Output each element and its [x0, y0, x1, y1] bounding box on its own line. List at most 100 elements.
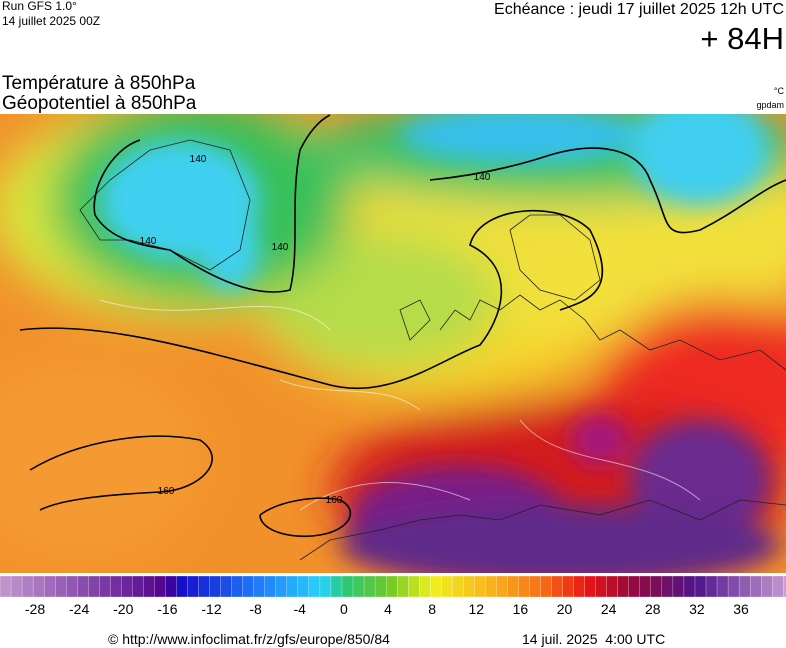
colorbar-tick-label: 4	[384, 601, 392, 617]
colorbar-swatch	[761, 575, 773, 598]
colorbar-swatch	[110, 575, 122, 598]
colorbar-tick-label: 36	[733, 601, 749, 617]
colorbar-tick-label: -12	[201, 601, 221, 617]
run-date: 14 juillet 2025 00Z	[2, 14, 100, 28]
colorbar-swatch	[650, 575, 663, 598]
colorbar-swatch	[341, 575, 354, 598]
colorbar-swatch	[772, 575, 784, 598]
colorbar-swatch	[352, 575, 365, 598]
colorbar-swatch	[661, 575, 674, 598]
colorbar-swatch	[319, 575, 332, 598]
contour-labels: 140 140 140 140 160 160	[140, 154, 491, 506]
colorbar-swatch	[220, 575, 233, 598]
colorbar-swatch	[540, 575, 553, 598]
colorbar-swatch	[198, 575, 211, 598]
unit-geopotential: gpdam	[756, 100, 784, 110]
colorbar-swatch	[66, 575, 78, 598]
colorbar-tick-label: 28	[645, 601, 661, 617]
colorbar-tick-label: -20	[113, 601, 133, 617]
colorbar-swatch	[628, 575, 641, 598]
colorbar-swatch	[396, 575, 409, 598]
colorbar-swatch	[154, 575, 166, 598]
colorbar: -28 -24 -20 -16 -12 -8 -4 0 4 8 12 16 20 24 28 32 36	[0, 575, 786, 617]
colorbar-tick-label: 32	[689, 601, 705, 617]
colorbar-swatch	[143, 575, 155, 598]
colorbar-swatch	[738, 575, 751, 598]
colorbar-swatch	[121, 575, 133, 598]
contour-label: 140	[190, 154, 207, 165]
colorbar-swatch	[430, 575, 442, 598]
colorbar-swatch	[385, 575, 398, 598]
colorbar-swatch	[374, 575, 387, 598]
colorbar-swatch	[21, 575, 34, 598]
colorbar-swatch	[308, 575, 321, 598]
colorbar-swatch	[617, 575, 630, 598]
colorbar-swatch	[694, 575, 707, 598]
colorbar-swatch	[0, 575, 12, 598]
colorbar-swatch	[32, 575, 45, 598]
colorbar-swatch	[452, 575, 464, 598]
colorbar-swatch	[253, 575, 266, 598]
lead-time: + 84H	[700, 21, 784, 56]
colorbar-tick-label: 8	[428, 601, 436, 617]
timestamp: 14 juil. 2025 4:00 UTC	[522, 631, 665, 647]
colorbar-swatch	[363, 575, 376, 598]
colorbar-swatch	[264, 575, 277, 598]
colorbar-swatch	[419, 575, 431, 598]
colorbar-swatch	[573, 575, 586, 598]
colorbar-tick-label: 20	[557, 601, 573, 617]
colorbar-tick-label: 12	[468, 601, 484, 617]
run-label: Run GFS 1.0°	[2, 0, 77, 13]
colorbar-tick-label: -8	[249, 601, 262, 617]
colorbar-swatch	[551, 575, 564, 598]
title-geopotential: Géopotentiel à 850hPa	[2, 93, 197, 114]
colorbar-tick-label: -28	[25, 601, 45, 617]
colorbar-swatch	[683, 575, 696, 598]
colorbar-swatch	[496, 575, 508, 598]
colorbar-tick-label: -4	[294, 601, 307, 617]
colorbar-swatch	[99, 575, 111, 598]
contour-label: 140	[140, 236, 157, 247]
colorbar-swatch	[727, 575, 740, 598]
contour-label: 160	[326, 495, 343, 506]
colorbar-swatch	[286, 575, 299, 598]
colorbar-swatch	[639, 575, 652, 598]
contour-label: 160	[158, 486, 175, 497]
colorbar-swatch	[77, 575, 89, 598]
colorbar-tick-label: 24	[601, 601, 617, 617]
colorbar-swatch	[749, 575, 762, 598]
colorbar-swatch	[716, 575, 729, 598]
title-temperature: Température à 850hPa	[2, 73, 196, 94]
colorbar-swatch	[441, 575, 453, 598]
forecast-time: Echéance : jeudi 17 juillet 2025 12h UTC	[494, 1, 784, 18]
colorbar-swatch	[43, 575, 56, 598]
source-url: © http://www.infoclimat.fr/z/gfs/europe/…	[108, 631, 390, 647]
colorbar-swatch	[529, 575, 541, 598]
contour-label: 140	[474, 172, 491, 183]
colorbar-swatch	[584, 575, 597, 598]
colorbar-tick-label: 0	[340, 601, 348, 617]
colorbar-swatch	[507, 575, 519, 598]
colorbar-tick-label: 16	[513, 601, 529, 617]
colorbar-swatch	[231, 575, 244, 598]
colorbar-swatch	[132, 575, 144, 598]
colorbar-swatch	[330, 575, 343, 598]
colorbar-swatch	[176, 575, 188, 598]
colorbar-swatch	[672, 575, 685, 598]
colorbar-swatch	[10, 575, 23, 598]
colorbar-swatch	[606, 575, 619, 598]
colorbar-swatch	[242, 575, 255, 598]
colorbar-swatch	[187, 575, 200, 598]
map	[0, 114, 786, 573]
colorbar-tick-label: -16	[157, 601, 177, 617]
colorbar-swatch	[705, 575, 718, 598]
colorbar-swatch	[485, 575, 497, 598]
colorbar-swatch	[408, 575, 420, 598]
colorbar-swatch	[518, 575, 530, 598]
colorbar-swatch	[595, 575, 608, 598]
colorbar-swatch	[88, 575, 100, 598]
colorbar-swatch	[165, 575, 177, 598]
colorbar-swatch	[562, 575, 575, 598]
colorbar-swatch	[297, 575, 310, 598]
